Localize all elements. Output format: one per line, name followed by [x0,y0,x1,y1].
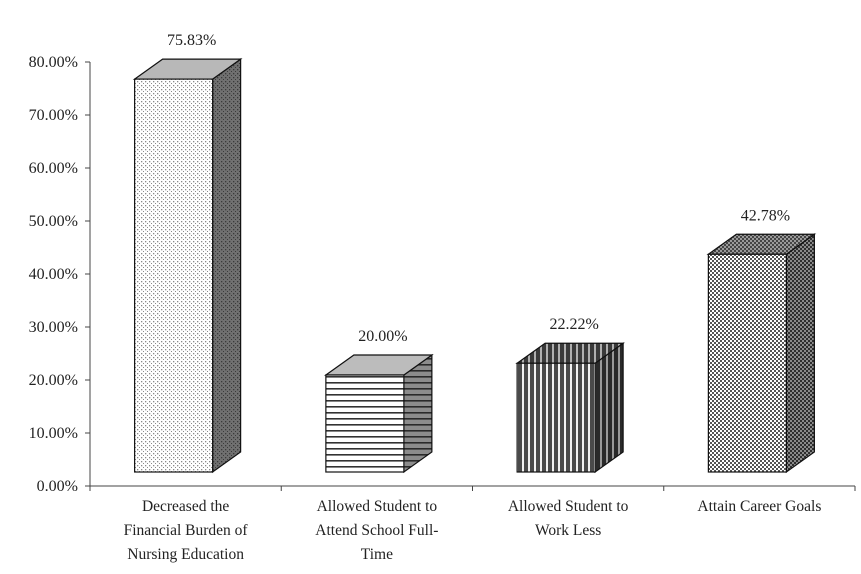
y-tick-label: 10.00% [29,425,78,442]
data-label: 42.78% [741,207,790,224]
bar-front-face [134,78,214,473]
category-label: Nursing Education [127,546,244,563]
bar-front-face [707,253,787,473]
axis-layer: 0.00% 10.00% 20.00% 30.00% 40.00% 50.00% 60.00… [29,54,856,495]
bar-side-face [594,342,624,474]
bars-layer [132,57,817,474]
category-label: Financial Burden of [124,522,249,539]
y-tick-label: 60.00% [29,160,78,177]
bar [706,233,817,474]
category-label: Time [361,546,393,563]
y-tick-label: 20.00% [29,372,78,389]
bar-side-face [212,57,242,474]
bar [515,342,625,474]
category-label: Decreased the [142,498,229,515]
category-label: Work Less [535,522,601,539]
bar-front-face [516,362,596,473]
y-tick-label: 0.00% [37,478,78,495]
category-label: Allowed Student to [317,498,438,515]
y-tick-label: 70.00% [29,107,78,124]
y-tick-label: 30.00% [29,319,78,336]
y-tick-label: 50.00% [29,213,78,230]
bar-front-face [325,374,405,473]
category-label: Attend School Full- [315,522,438,539]
category-label: Attain Career Goals [697,498,821,515]
y-tick-label: 80.00% [29,54,78,71]
data-label: 75.83% [167,32,216,49]
bar [324,353,434,474]
category-label: Allowed Student to [508,498,629,515]
bar [132,57,243,474]
data-label: 20.00% [358,328,407,345]
bar-side-face [785,233,815,474]
labels-layer: 75.83% Decreased the Financial Burden of Nu… [124,32,822,563]
data-label: 22.22% [549,316,598,333]
y-tick-label: 40.00% [29,266,78,283]
